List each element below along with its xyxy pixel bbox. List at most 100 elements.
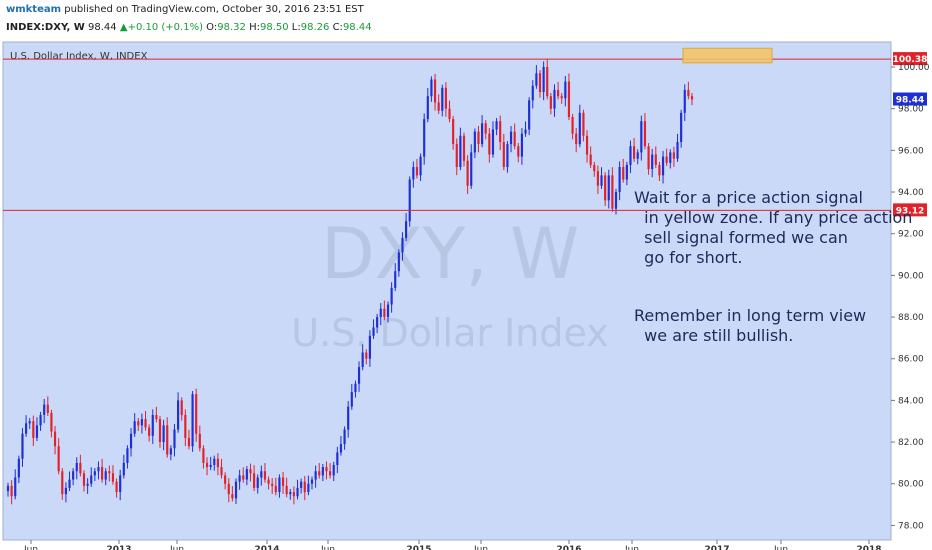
candle-body <box>672 152 675 159</box>
candle-body <box>296 487 299 497</box>
candle-body <box>336 452 339 465</box>
candle-body <box>452 119 455 145</box>
candle-body <box>546 67 549 97</box>
candle-body <box>535 73 538 86</box>
candle-body <box>281 477 285 486</box>
candle-body <box>361 352 364 368</box>
candle-body <box>32 421 35 438</box>
candle-body <box>405 221 408 238</box>
open-label: O: <box>206 22 218 33</box>
y-axis[interactable]: 78.00 80.00 82.00 84.00 86.00 88.00 90.00 92.00… <box>891 63 930 531</box>
y-tick-label: 94.00 <box>898 188 924 198</box>
candle-body <box>213 458 216 465</box>
candle-body <box>79 462 82 474</box>
price-chart[interactable]: U.S. Dollar Index, W, INDEX DXY, W U.S. … <box>0 38 932 550</box>
candle-body <box>625 164 628 180</box>
candle-body <box>187 437 191 447</box>
candle-body <box>560 96 563 99</box>
candle-series <box>6 58 694 505</box>
candle-body <box>629 146 632 165</box>
candle-body <box>274 485 277 493</box>
candle-body <box>513 131 516 147</box>
candle-body <box>144 419 147 428</box>
y-tick-label: 78.00 <box>898 521 924 531</box>
candle-body <box>520 133 523 157</box>
chart-container[interactable]: U.S. Dollar Index, W, INDEX DXY, W U.S. … <box>0 38 932 550</box>
candle-body <box>137 421 140 426</box>
candle-body <box>256 477 259 488</box>
y-tick-label: 80.00 <box>898 480 924 490</box>
candle-body <box>643 121 647 147</box>
candle-body <box>39 414 42 426</box>
high-label: H: <box>249 22 260 33</box>
watermark-symbol: DXY, W <box>321 213 579 295</box>
candle-body <box>53 431 57 447</box>
candle-body <box>582 112 585 136</box>
candle-body <box>300 481 303 488</box>
candle-body <box>57 446 60 472</box>
candle-body <box>151 414 154 436</box>
candle-body <box>538 73 542 93</box>
candle-body <box>238 475 241 482</box>
candle-body <box>557 89 560 97</box>
candle-body <box>690 96 694 100</box>
annotation-text-2: Remember in long term view we are still … <box>634 306 867 345</box>
candle-body <box>481 123 484 145</box>
candle-body <box>329 471 332 476</box>
x-tick-label: 2013 <box>106 545 131 550</box>
candle-body <box>68 479 71 488</box>
candle-body <box>82 473 86 486</box>
candle-body <box>651 154 654 170</box>
y-tick-label: 84.00 <box>898 396 924 406</box>
candle-body <box>72 471 75 480</box>
plot-area[interactable] <box>2 41 892 541</box>
candle-body <box>21 433 24 459</box>
candle-body <box>611 175 614 209</box>
x-tick-label: Jun <box>169 545 184 550</box>
candle-body <box>220 467 223 476</box>
resistance-price-label: 100.38 <box>893 55 928 65</box>
close-label: C: <box>332 22 343 33</box>
candle-body <box>115 481 118 493</box>
candle-body <box>661 156 665 176</box>
candle-body <box>332 464 335 476</box>
candle-body <box>35 425 39 438</box>
candle-body <box>267 479 270 484</box>
candle-body <box>155 414 158 420</box>
candle-body <box>108 471 111 474</box>
publisher-username[interactable]: wmkteam <box>6 4 62 15</box>
candle-body <box>17 458 20 478</box>
candle-body <box>347 406 350 430</box>
candle-body <box>318 471 321 476</box>
candle-body <box>654 154 657 165</box>
candle-body <box>578 112 581 145</box>
x-axis[interactable]: Jun 2013 Jun 2014 Jun 2015 Jun 2016 Jun 2017 Jun 20… <box>3 539 891 550</box>
candle-body <box>415 167 419 176</box>
candle-body <box>622 167 625 180</box>
candle-body <box>126 448 129 463</box>
candle-body <box>383 308 386 318</box>
candle-body <box>564 81 567 99</box>
candle-body <box>122 462 125 476</box>
candle-body <box>263 471 267 480</box>
candle-body <box>618 167 621 193</box>
candle-body <box>531 85 534 101</box>
candle-body <box>119 475 122 493</box>
candle-body <box>607 175 610 201</box>
x-tick-label: Jun <box>23 545 38 550</box>
candle-body <box>484 123 487 134</box>
candle-body <box>129 433 133 449</box>
candle-body <box>10 485 13 497</box>
y-tick-label: 90.00 <box>898 271 924 281</box>
candle-body <box>148 427 151 436</box>
y-tick-label: 96.00 <box>898 146 924 156</box>
candle-body <box>680 112 683 143</box>
candle-body <box>216 458 219 468</box>
candle-body <box>658 164 661 176</box>
candle-body <box>462 135 466 161</box>
candle-body <box>477 131 480 145</box>
candle-body <box>394 271 397 288</box>
candle-body <box>455 144 458 168</box>
candle-body <box>647 146 650 170</box>
candle-body <box>506 144 509 168</box>
